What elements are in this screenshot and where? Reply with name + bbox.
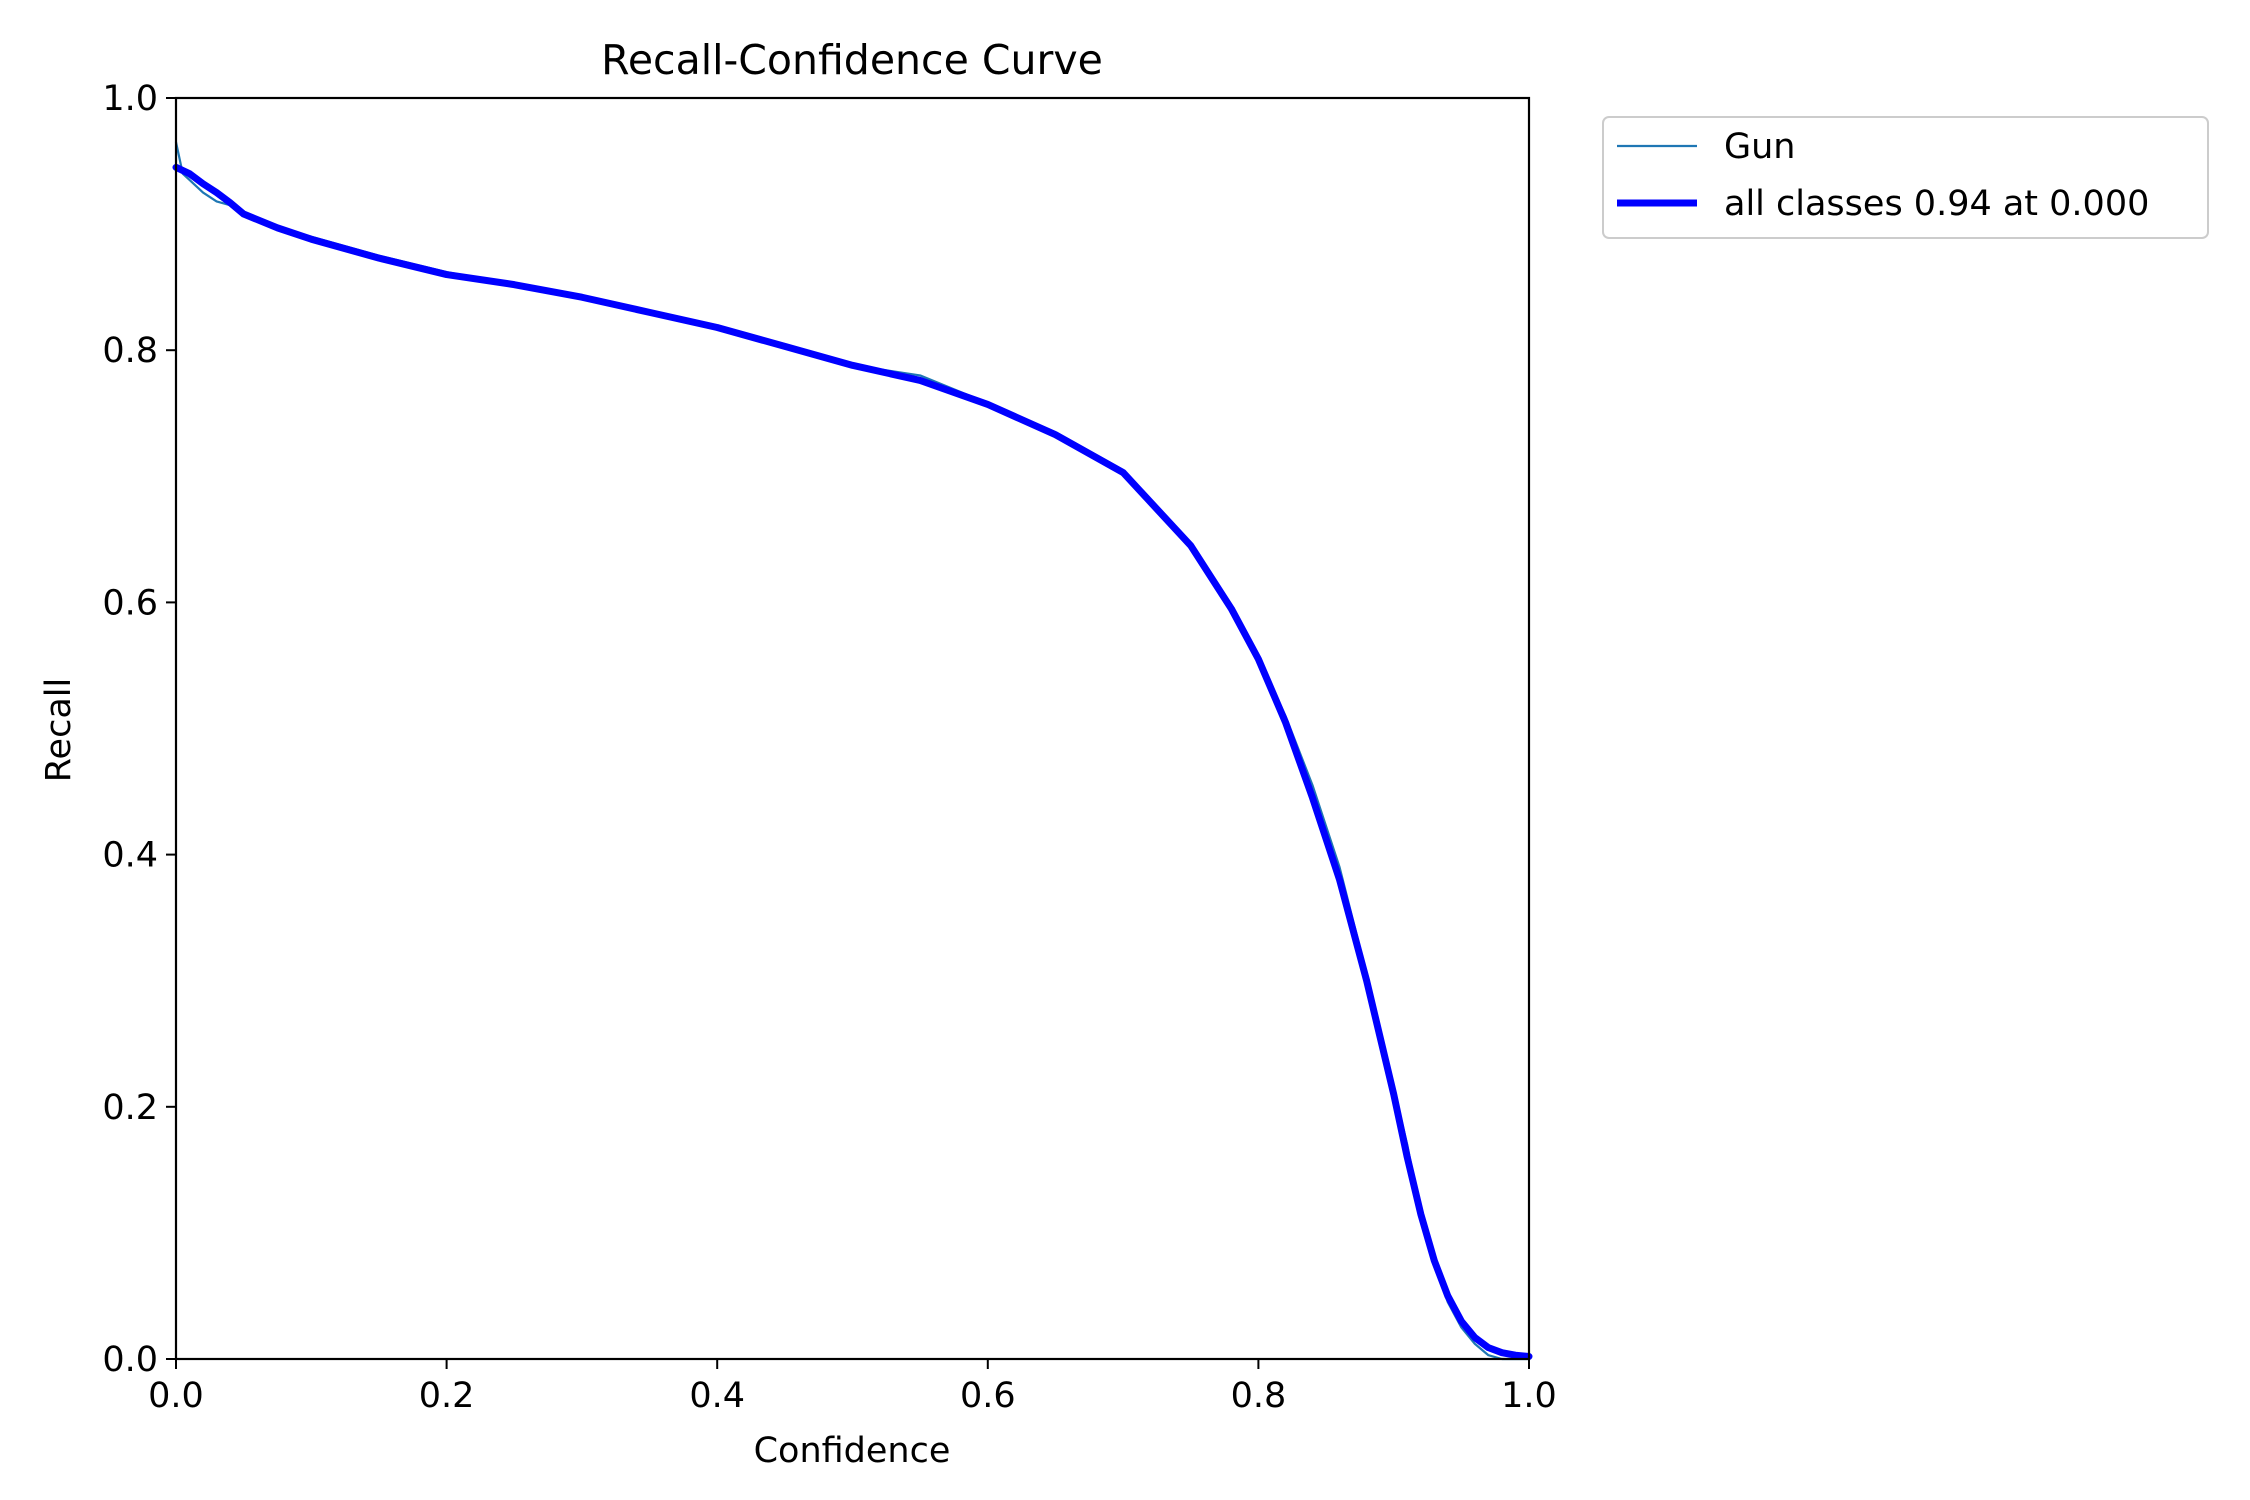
plot-area xyxy=(172,96,1533,1361)
legend-box xyxy=(1602,116,2209,239)
legend-label: Gun xyxy=(1724,127,1796,167)
x-axis-ticks: 0.0 0.2 0.4 0.6 0.8 1.0 xyxy=(148,1359,1557,1416)
y-tick-label: 1.0 xyxy=(102,79,158,119)
x-tick-label: 1.0 xyxy=(1501,1376,1557,1416)
y-tick-label: 0.4 xyxy=(102,836,158,876)
y-tick-label: 0.0 xyxy=(102,1340,158,1380)
y-tick-label: 0.2 xyxy=(102,1088,158,1128)
series-line-all-classes xyxy=(172,163,1533,1360)
legend: Gun all classes 0.94 at 0.000 xyxy=(1602,116,2209,239)
x-tick-label: 0.4 xyxy=(689,1376,745,1416)
x-tick-label: 0.0 xyxy=(148,1376,204,1416)
plot-frame xyxy=(174,96,1531,1361)
y-axis-label: Recall xyxy=(39,678,79,782)
legend-label: all classes 0.94 at 0.000 xyxy=(1724,184,2149,224)
legend-items: Gun all classes 0.94 at 0.000 xyxy=(1617,127,2149,224)
series-line-gun xyxy=(174,141,1531,1361)
x-tick-label: 0.6 xyxy=(960,1376,1016,1416)
chart-title: Recall-Confidence Curve xyxy=(601,36,1103,84)
y-tick-label: 0.8 xyxy=(102,331,158,371)
y-tick-label: 0.6 xyxy=(102,583,158,623)
series-layer xyxy=(172,141,1533,1361)
x-axis-label: Confidence xyxy=(754,1431,951,1471)
x-tick-label: 0.8 xyxy=(1231,1376,1287,1416)
x-tick-label: 0.2 xyxy=(419,1376,475,1416)
y-axis-ticks: 0.0 0.2 0.4 0.6 0.8 1.0 xyxy=(102,79,176,1380)
